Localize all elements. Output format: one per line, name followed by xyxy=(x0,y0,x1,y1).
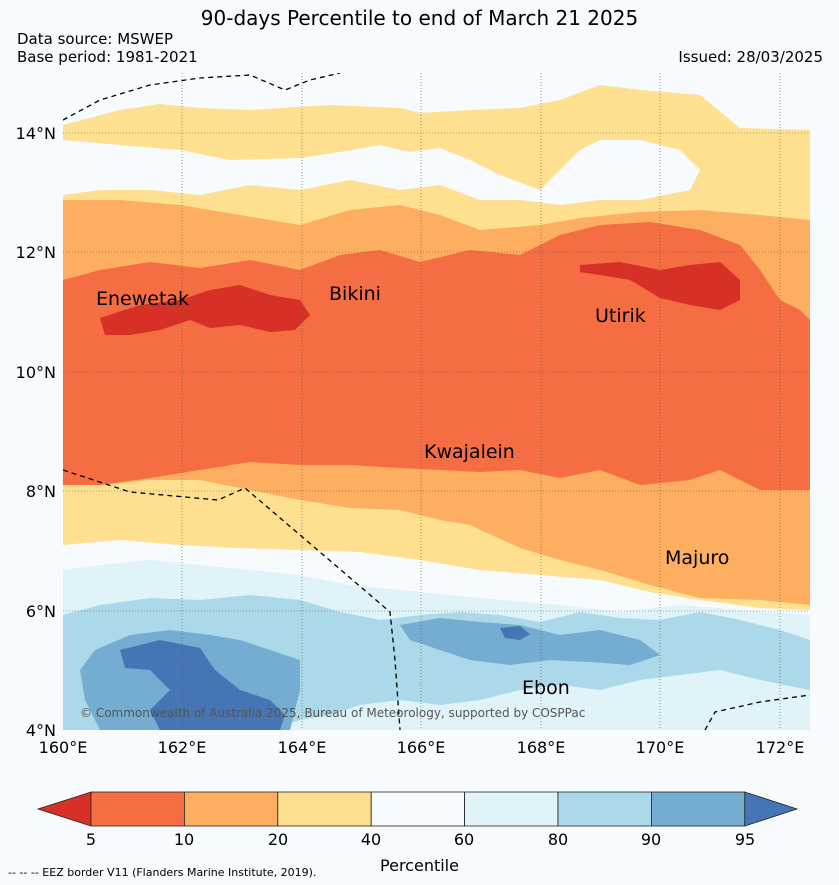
place-enewetak: Enewetak xyxy=(96,288,189,310)
lat-tick: 10°N xyxy=(16,363,56,382)
copyright-text: © Commonwealth of Australia 2025, Bureau… xyxy=(80,706,585,720)
colorbar-title: Percentile xyxy=(380,856,459,875)
issued-date: Issued: 28/03/2025 xyxy=(678,48,823,66)
lat-tick: 8°N xyxy=(26,482,56,501)
base-period: Base period: 1981-2021 xyxy=(17,48,198,66)
band-below-5-west xyxy=(100,285,310,335)
colorbar-tick: 5 xyxy=(86,830,96,849)
place-ebon: Ebon xyxy=(522,677,570,699)
colorbar-segment xyxy=(464,791,559,827)
colorbar-ticks: 5 10 20 40 60 80 90 95 xyxy=(86,830,755,849)
colorbar-segment xyxy=(651,791,746,827)
eez-footnote: -- -- -- EEZ border V11 (Flanders Marine… xyxy=(8,866,317,879)
lat-axis: 14°N 12°N 10°N 8°N 6°N 4°N xyxy=(16,124,56,740)
colorbar-tick: 40 xyxy=(361,830,381,849)
colorbar-segment xyxy=(183,791,279,827)
place-utirik: Utirik xyxy=(595,305,646,327)
lon-tick: 164°E xyxy=(278,738,327,757)
colorbar-segment xyxy=(370,791,466,827)
lon-tick: 168°E xyxy=(517,738,566,757)
lon-axis: 160°E 162°E 164°E 166°E 168°E 170°E 172°… xyxy=(39,738,805,757)
colorbar-segment xyxy=(277,791,372,827)
colorbar-extend-low xyxy=(36,791,92,827)
map-plot-area: © Commonwealth of Australia 2025, Bureau… xyxy=(63,73,810,730)
colorbar-tick: 60 xyxy=(454,830,474,849)
colorbar xyxy=(36,791,799,827)
lat-tick: 12°N xyxy=(16,243,56,262)
band-40-60-cloud xyxy=(63,140,700,205)
lon-tick: 160°E xyxy=(39,738,88,757)
colorbar-tick: 10 xyxy=(174,830,194,849)
lat-tick: 6°N xyxy=(26,602,56,621)
colorbar-tick: 95 xyxy=(735,830,755,849)
band-90-95-center xyxy=(400,618,660,665)
eez-borders xyxy=(63,73,810,730)
band-40-60-top xyxy=(63,73,810,130)
lon-tick: 172°E xyxy=(756,738,805,757)
colorbar-tick: 90 xyxy=(641,830,661,849)
place-kwajalein: Kwajalein xyxy=(424,441,515,463)
lat-tick: 4°N xyxy=(26,721,56,740)
colorbar-segment xyxy=(90,791,185,827)
band-above-95 xyxy=(120,640,285,730)
lon-tick: 166°E xyxy=(397,738,446,757)
lon-tick: 162°E xyxy=(158,738,207,757)
colorbar-tick: 80 xyxy=(548,830,568,849)
colorbar-extend-high xyxy=(744,791,799,827)
lat-tick: 14°N xyxy=(16,124,56,143)
place-bikini: Bikini xyxy=(329,283,381,305)
lon-tick: 170°E xyxy=(636,738,685,757)
band-above-95-center xyxy=(500,626,530,640)
map-title: 90-days Percentile to end of March 21 20… xyxy=(200,6,639,30)
place-majuro: Majuro xyxy=(665,547,729,569)
data-source: Data source: MSWEP xyxy=(17,30,174,48)
colorbar-segment xyxy=(557,791,652,827)
colorbar-tick: 20 xyxy=(268,830,288,849)
